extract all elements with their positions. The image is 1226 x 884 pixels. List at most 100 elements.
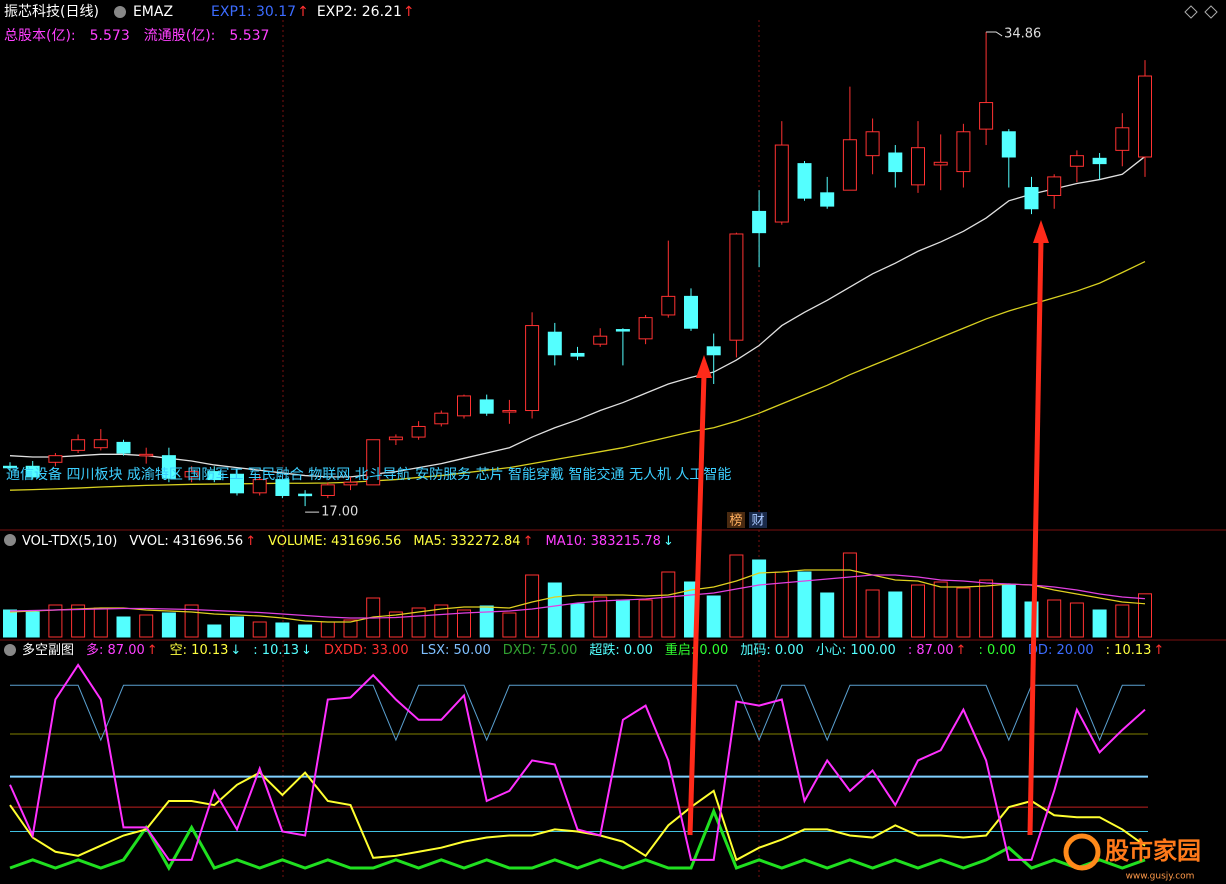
volume-bar (774, 571, 789, 638)
header-item: 加码: 0.00 (740, 643, 803, 658)
header-arrow: ↑ (245, 534, 256, 549)
candle-body (1115, 127, 1130, 151)
candle-body (343, 481, 358, 486)
volume-ma (9, 569, 1146, 623)
header-item: : 0.00 (978, 643, 1015, 658)
volume-bar (661, 571, 676, 638)
header-arrow: ↓ (663, 534, 674, 549)
menu-icon[interactable] (4, 644, 16, 656)
volume-bar (502, 612, 517, 638)
candle-body (706, 346, 721, 356)
volume-bar (865, 589, 880, 638)
volume-bar (93, 607, 108, 638)
header-row: 多空副图 多: 87.00 ↑ 空: 10.13 ↓: 10.13 ↓ DXDD: 33.0… (22, 642, 1164, 658)
red-arrow (687, 374, 707, 836)
shares-item: 流通股(亿): (144, 28, 216, 44)
candle-body (457, 395, 471, 417)
volume-bar (207, 624, 222, 638)
candle-body (956, 131, 971, 173)
volume-bar (139, 614, 154, 638)
volume-bar (1001, 584, 1016, 638)
header-title: 多空副图 (22, 642, 74, 658)
candle-body (71, 439, 86, 451)
header-item: MA5: 332272.84 (413, 534, 520, 549)
header-item: DXDD: 33.00 (324, 643, 409, 658)
volume-bar (116, 616, 131, 638)
button[interactable]: 财 (751, 514, 764, 529)
window-controls[interactable] (1184, 5, 1218, 19)
candle-body (48, 455, 63, 463)
header-item: EXP1: 30.17 (211, 4, 296, 20)
indicator-name: EMAZ (133, 4, 173, 20)
volume-bar (911, 584, 925, 638)
header-item: VOLUME: 431696.56 (268, 534, 401, 549)
volume-bar (842, 552, 857, 638)
shares-item: 5.573 (90, 28, 130, 44)
min-label: 17.00 (321, 505, 358, 520)
header-item: MA10: 383215.78 (545, 534, 660, 549)
header-item: EXP2: 26.21 (317, 4, 402, 20)
volume-bar (752, 559, 767, 638)
volume-bar (729, 554, 744, 638)
volume-bar (275, 622, 290, 638)
price-panel: 振芯科技(日线) EMAZ EXP1: 30.17↑ EXP2: 26.21↑总股本(… (3, 4, 1152, 529)
candle-body (547, 331, 562, 356)
volume-bar (388, 611, 403, 638)
header-row: 振芯科技(日线) EMAZ EXP1: 30.17↑ EXP2: 26.21↑ (4, 4, 415, 20)
shares-item: 总股本(亿): (4, 28, 76, 44)
candle-body (615, 329, 630, 332)
button-bg (727, 512, 745, 528)
volume-bar (570, 603, 585, 638)
button-bg (749, 512, 767, 528)
candle-body (797, 163, 812, 199)
indicator-line (9, 663, 1146, 861)
volume-bar (343, 619, 358, 638)
candle-body (388, 436, 403, 441)
candle-body (116, 441, 131, 454)
header-item: : 87.00 (908, 643, 954, 658)
candle-body (570, 352, 585, 357)
candle-body (661, 295, 676, 316)
volume-bar (593, 596, 608, 638)
candle-body (1069, 155, 1084, 167)
header-arrow: ↓ (230, 643, 241, 658)
header-item: 空: 10.13 (170, 643, 229, 658)
volume-bar (706, 595, 721, 638)
header-item: : 10.13 (253, 643, 299, 658)
candle-body (434, 412, 449, 425)
volume-bar (638, 599, 653, 638)
watermark-title: 股市家园 (1105, 837, 1201, 865)
candle-body (1138, 75, 1152, 158)
candle-body (139, 453, 154, 457)
menu-icon[interactable] (114, 6, 126, 18)
volume-bar (252, 621, 267, 638)
volume-bar (230, 616, 244, 638)
volume-bar (1092, 609, 1107, 638)
candle-body (502, 410, 517, 413)
candle-body (1001, 131, 1016, 158)
volume-bar (479, 605, 494, 638)
button[interactable]: 榜 (729, 513, 742, 529)
header-arrow: ↑ (403, 4, 415, 20)
candle-body (638, 317, 653, 340)
stock-title: 振芯科技(日线) (4, 4, 99, 20)
candle-body (888, 152, 903, 173)
max-pointer (986, 31, 1003, 37)
candle-body (411, 425, 426, 438)
volume-bar (1115, 604, 1130, 638)
shares-row: 总股本(亿): 5.573 流通股(亿): 5.537 (4, 28, 269, 44)
indicator-line (9, 771, 1146, 862)
volume-bar (956, 587, 971, 638)
indicator-line (10, 684, 1145, 742)
candle-body (979, 102, 994, 130)
candle-body (230, 473, 244, 494)
candle-body (865, 131, 880, 157)
candle-body (25, 465, 40, 478)
watermark: 股市家园 www.gusjy.com (1063, 833, 1201, 882)
menu-icon[interactable] (4, 534, 16, 546)
candle-body (93, 439, 108, 449)
candle-body (525, 325, 540, 412)
max-label: 34.86 (1004, 26, 1041, 41)
watermark-logo (1063, 833, 1101, 871)
volume-bar (979, 579, 994, 638)
